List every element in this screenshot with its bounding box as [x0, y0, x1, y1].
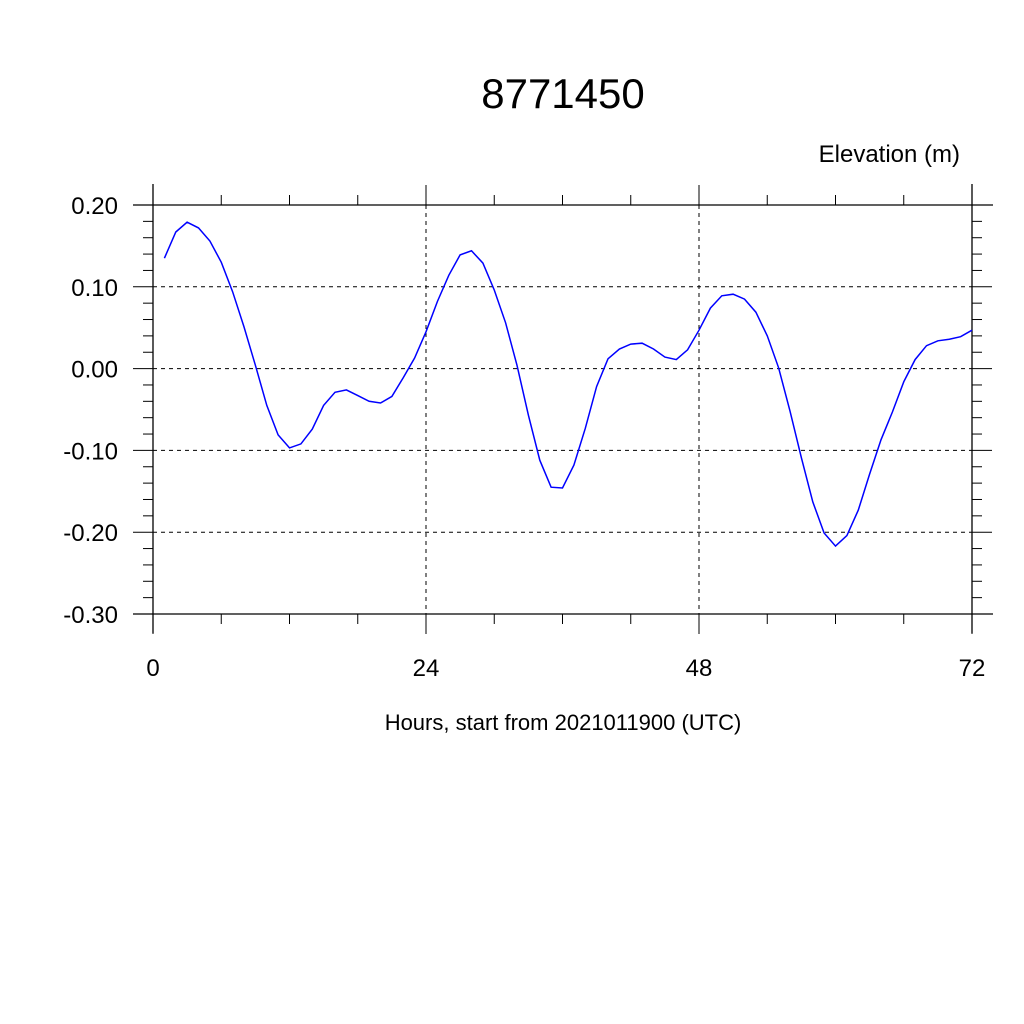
chart-title: 8771450	[481, 70, 645, 117]
y-tick-label: 0.00	[71, 357, 118, 384]
x-tick-label: 0	[146, 655, 159, 682]
tick-labels: 0.20 0.10 0.00 -0.10 -0.20 -0.30 0 24 48 72	[63, 193, 985, 682]
y-tick-label: 0.10	[71, 275, 118, 302]
x-axis-label: Hours, start from 2021011900 (UTC)	[385, 710, 742, 735]
y-tick-label: -0.30	[63, 602, 118, 629]
y-axis-label: Elevation (m)	[819, 141, 960, 168]
y-tick-label: -0.20	[63, 520, 118, 547]
x-tick-label: 48	[686, 655, 713, 682]
series-line	[163, 221, 973, 548]
y-tick-label: 0.20	[71, 193, 118, 220]
axes	[133, 184, 993, 634]
grid	[153, 205, 972, 614]
x-tick-label: 24	[413, 655, 440, 682]
y-tick-label: -0.10	[63, 438, 118, 465]
x-tick-label: 72	[959, 655, 986, 682]
